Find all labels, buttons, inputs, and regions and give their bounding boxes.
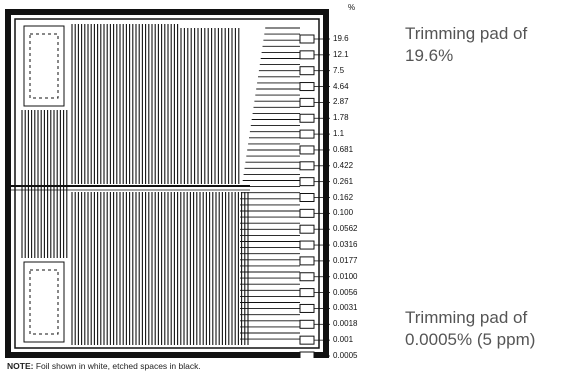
- trim-pad: [299, 303, 315, 313]
- chip-inner-frame: [14, 18, 320, 349]
- callout-top-line2: 19.6%: [405, 46, 454, 65]
- callout-bottom-line2: 0.0005% (5 ppm): [405, 330, 536, 349]
- trim-value-label: 0.0316: [333, 240, 358, 250]
- trim-value-label: 2.87: [333, 97, 349, 107]
- trim-value-label: 0.261: [333, 176, 354, 186]
- trim-pads: [299, 34, 330, 358]
- trim-pad: [299, 256, 315, 266]
- trim-pad: [299, 288, 315, 298]
- trim-value-label: 19.6: [333, 34, 349, 43]
- trim-value-label: 0.0018: [333, 319, 358, 329]
- note-label: NOTE:: [7, 361, 34, 371]
- callout-bottom: Trimming pad of 0.0005% (5 ppm): [405, 307, 535, 351]
- trim-pad: [299, 193, 315, 202]
- trim-value-label: 1.78: [333, 113, 349, 123]
- callout-top: Trimming pad of 19.6%: [405, 23, 527, 67]
- trim-pad: [299, 351, 315, 358]
- trim-network: [240, 27, 300, 340]
- trim-value-label: 12.1: [333, 49, 349, 59]
- trim-pad: [299, 34, 315, 44]
- trim-pad: [299, 224, 315, 234]
- serpentine-grid-left: [21, 110, 68, 258]
- trim-value-label: 0.681: [333, 144, 354, 154]
- callout-top-line1: Trimming pad of: [405, 24, 528, 43]
- percent-header: %: [348, 3, 356, 12]
- footnote: NOTE: Foil shown in white, etched spaces…: [7, 361, 201, 371]
- trim-value-label: 0.0562: [333, 224, 358, 234]
- trim-value-label: 0.0031: [333, 303, 358, 313]
- trim-value-label: 0.0100: [333, 271, 358, 281]
- trim-pad: [299, 208, 315, 218]
- trim-pad: [299, 113, 315, 123]
- callout-bottom-line1: Trimming pad of: [405, 308, 528, 327]
- trim-value-label: 0.422: [333, 160, 354, 170]
- trim-pad: [299, 50, 315, 60]
- trim-pad: [299, 129, 315, 139]
- resistor-chip-layout: [5, 9, 330, 358]
- trim-pad: [299, 240, 315, 250]
- serpentine-grid-upper: [71, 24, 240, 184]
- trim-value-label: 0.162: [333, 192, 354, 202]
- trim-value-label: 0.100: [333, 208, 354, 218]
- bonding-pad-bottom-left: [23, 261, 65, 343]
- trim-value-label: 0.0005: [333, 351, 358, 360]
- trim-value-label: 4.64: [333, 81, 349, 91]
- trim-pad: [299, 335, 315, 345]
- trim-value-label: 0.0177: [333, 255, 358, 265]
- trim-pad: [299, 145, 315, 155]
- trim-pad: [299, 272, 315, 282]
- trim-value-label: 0.001: [333, 335, 354, 345]
- trim-pad: [299, 66, 315, 76]
- trim-value-label: 1.1: [333, 129, 345, 139]
- trim-pad: [299, 319, 315, 329]
- trim-pad: [299, 97, 315, 107]
- bonding-pad-top-left: [23, 25, 65, 107]
- note-text: Foil shown in white, etched spaces in bl…: [35, 361, 201, 371]
- trim-value-label: 7.5: [333, 65, 345, 75]
- trim-pad: [299, 82, 315, 92]
- trim-pad: [299, 161, 315, 171]
- trim-value-label: 0.0056: [333, 287, 358, 297]
- trim-pad: [299, 177, 315, 187]
